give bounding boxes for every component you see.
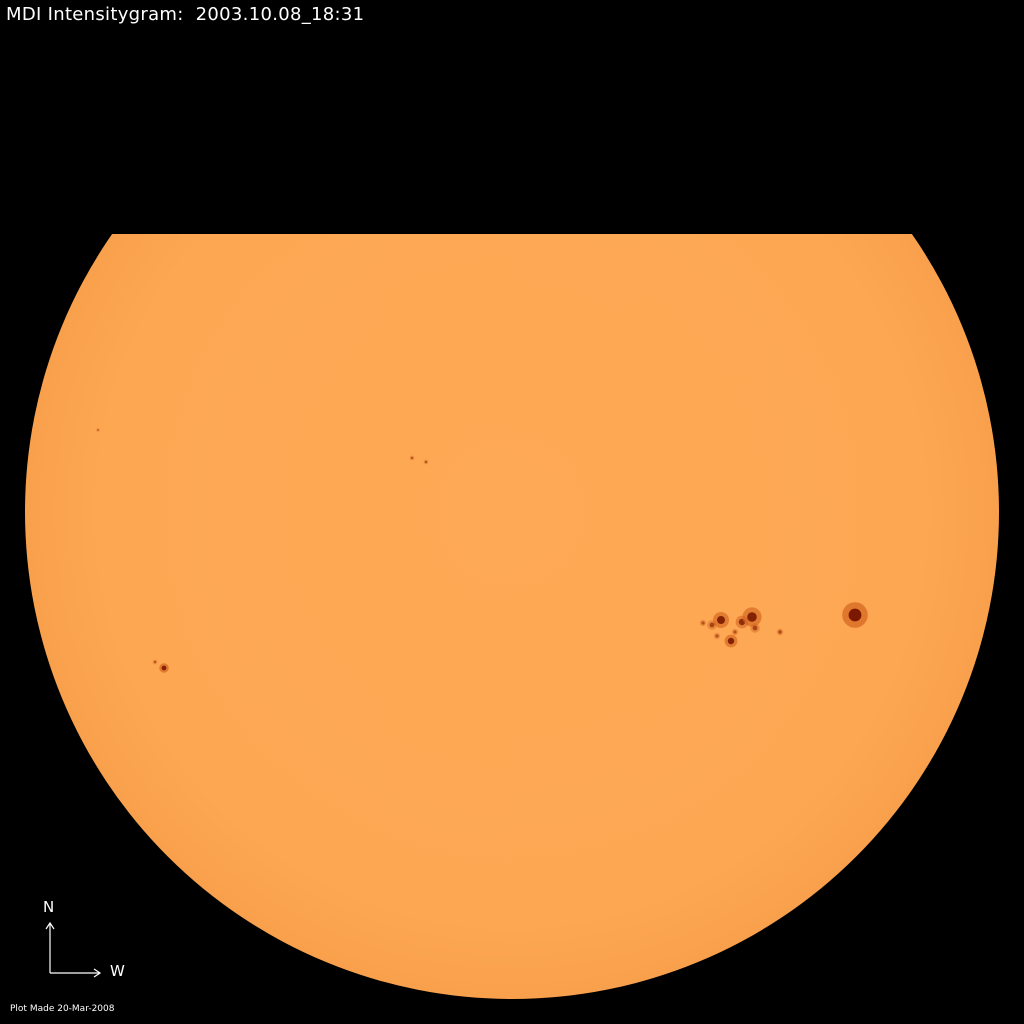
sunspot-penumbra — [96, 428, 100, 432]
sunspot-umbra — [733, 630, 737, 634]
sunspot-umbra — [747, 612, 757, 622]
west-arrowhead — [93, 968, 102, 978]
sunspot-umbra — [752, 625, 758, 631]
sunspot-umbra — [709, 622, 715, 628]
sunspot-umbra — [97, 429, 99, 431]
sunspot-umbra — [778, 630, 782, 634]
sunspot-umbra — [161, 665, 167, 671]
sunspot-umbra — [701, 621, 705, 625]
plot-made-label: Plot Made 20-Mar-2008 — [10, 1004, 115, 1014]
solar-disk — [25, 234, 999, 999]
sunspot-umbra — [717, 616, 725, 624]
compass-arrows — [45, 921, 102, 978]
sunspot-umbra — [424, 460, 428, 464]
west-label: W — [110, 962, 125, 980]
sunspot-umbra — [153, 660, 157, 664]
north-label: N — [43, 898, 55, 916]
north-arrowhead — [45, 921, 55, 930]
sunspot-umbra — [727, 637, 735, 645]
image-title: MDI Intensitygram: 2003.10.08_18:31 — [6, 4, 365, 25]
sunspots — [96, 428, 868, 673]
sunspot-umbra — [848, 608, 862, 622]
sunspot-umbra — [715, 634, 719, 638]
sunspot-umbra — [410, 456, 414, 460]
